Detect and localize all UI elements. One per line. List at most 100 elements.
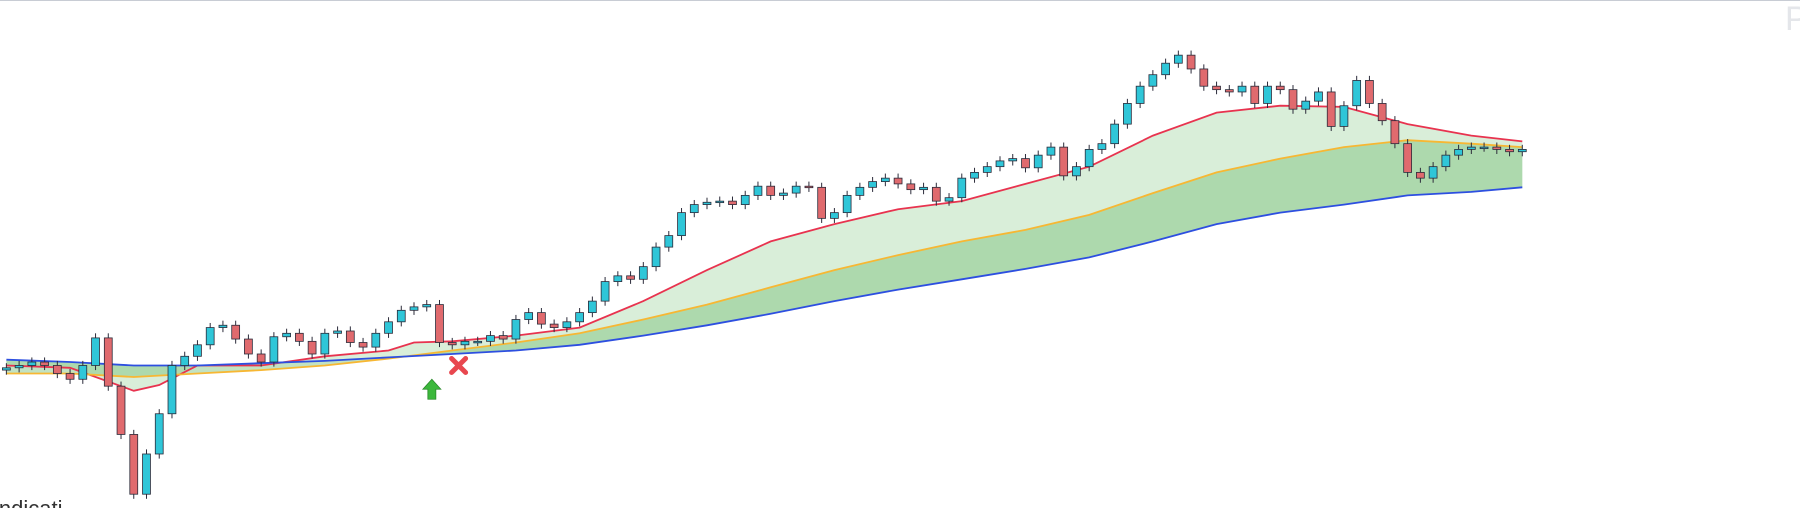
candle-body: [1466, 146, 1476, 150]
candle-body: [1365, 80, 1374, 104]
candle-body: [473, 340, 483, 344]
candle-body: [371, 332, 381, 348]
candle-body: [664, 235, 674, 248]
candle-body: [1314, 91, 1323, 102]
candle-body: [702, 201, 712, 205]
candle-body: [830, 212, 839, 219]
candle-body: [1173, 54, 1183, 64]
candle-body: [1135, 85, 1145, 104]
candle-body: [193, 344, 202, 357]
candle-body: [14, 365, 24, 369]
candle-body: [1212, 85, 1221, 91]
candle-body: [1479, 146, 1489, 150]
candle-body: [1161, 62, 1170, 76]
candle-body: [447, 342, 457, 346]
candle-body: [218, 324, 228, 328]
candle-body: [1275, 85, 1285, 91]
candle-body: [244, 338, 253, 355]
candle-body: [677, 212, 686, 237]
candle-body: [524, 312, 534, 320]
candle-body: [575, 312, 584, 323]
candle-body: [1505, 149, 1514, 153]
candle-body: [791, 185, 801, 194]
candle-body: [205, 327, 215, 346]
buy-signal: [421, 378, 442, 400]
candle-body: [1148, 74, 1158, 87]
candle-body: [689, 204, 699, 214]
candle-body: [396, 309, 406, 323]
candle-body: [766, 185, 776, 196]
candle-body: [116, 385, 126, 435]
candle-body: [409, 306, 419, 311]
candle-body: [167, 365, 177, 415]
candle-body: [486, 335, 495, 342]
candle-body: [320, 332, 330, 355]
candle-body: [129, 434, 139, 495]
candle-body: [460, 340, 470, 346]
candle-body: [1301, 100, 1311, 110]
candle-body: [91, 337, 100, 366]
candle-body: [2, 367, 11, 371]
candle-body: [384, 321, 393, 334]
candle-body: [970, 171, 979, 179]
candle-body: [957, 177, 967, 199]
candle-body: [1008, 158, 1018, 162]
candle-body: [27, 361, 37, 366]
candle-body: [995, 160, 1005, 168]
candle-body: [307, 340, 317, 355]
candle-body: [1186, 54, 1196, 70]
candle-body: [1428, 166, 1438, 179]
candle-body: [549, 323, 559, 328]
candle-body: [1454, 149, 1463, 156]
candle-body: [1352, 80, 1362, 107]
candle-body: [779, 192, 788, 196]
candle-body: [1339, 105, 1349, 127]
candle-body: [855, 186, 865, 196]
footer-text: indicati: [0, 496, 62, 508]
sell-signal: [449, 355, 469, 375]
candle-body: [537, 312, 546, 325]
candle-body: [868, 181, 877, 188]
candle-body: [333, 330, 342, 334]
candle-body: [1403, 143, 1412, 173]
candle-body: [256, 353, 266, 363]
candle-body: [1072, 166, 1081, 177]
candle-body: [1224, 89, 1234, 93]
candle-body: [78, 365, 88, 380]
candle-body: [842, 194, 852, 214]
candle-body: [1097, 143, 1107, 150]
candle-body: [740, 194, 750, 205]
candle-body: [931, 186, 941, 202]
candle-body: [1046, 146, 1056, 156]
candle-body: [715, 200, 725, 204]
candle-body: [638, 266, 648, 280]
moving-average-line: [6, 139, 1523, 378]
candle-body: [511, 319, 521, 340]
candle-body: [562, 321, 572, 328]
candle-body: [1123, 103, 1132, 125]
candle-body: [1390, 120, 1400, 145]
candle-body: [103, 337, 113, 387]
band-fill-inner: [6, 140, 1523, 377]
candle-body: [1416, 171, 1425, 179]
candle-body: [295, 332, 304, 342]
candle-body: [1237, 85, 1247, 93]
candle-body: [906, 183, 916, 191]
candle-body: [1263, 85, 1272, 104]
candle-body: [919, 186, 928, 191]
band-fill-outer: [6, 105, 1523, 391]
candle-body: [881, 177, 890, 182]
candle-body: [1033, 154, 1043, 169]
candle-body: [345, 330, 355, 343]
candle-body: [944, 197, 954, 202]
candle-body: [269, 336, 279, 363]
candle-body: [52, 365, 62, 374]
candle-body: [142, 453, 151, 495]
candle-body: [1059, 146, 1069, 177]
watermark: P: [1785, 0, 1800, 38]
candle-body: [1441, 154, 1451, 168]
candle-body: [1199, 68, 1209, 87]
candle-body: [982, 166, 992, 173]
